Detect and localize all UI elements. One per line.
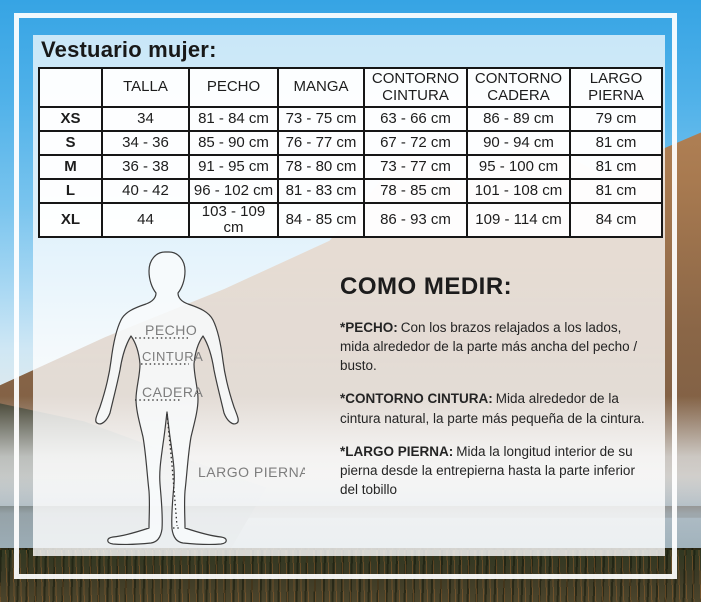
table-cell: 73 - 77 cm — [363, 154, 468, 180]
table-row-xl: XL 44 103 - 109 cm 84 - 85 cm 86 - 93 cm… — [38, 201, 663, 239]
measure-item-text: Mida la longitud interior de su pierna d… — [340, 443, 635, 498]
header-manga: MANGA — [277, 67, 365, 108]
size-label-cell: L — [38, 178, 103, 204]
inseam-dotted-line — [166, 413, 181, 529]
table-cell: 34 — [101, 106, 190, 132]
table-cell: 95 - 100 cm — [466, 154, 571, 180]
table-cell: 81 cm — [569, 154, 663, 180]
measure-item-text: Con los brazos relajados a los lados, mi… — [340, 320, 638, 374]
section-heading: COMO MEDIR: — [340, 273, 513, 300]
measure-item-pecho: *PECHO: Con los brazos relajados a los la… — [340, 318, 652, 375]
leg-length-label: LARGO PIERNA — [198, 464, 305, 480]
table-cell: 79 cm — [569, 106, 663, 132]
table-cell: 90 - 94 cm — [466, 130, 571, 156]
table-cell: 76 - 77 cm — [277, 130, 365, 156]
how-to-measure-section: COMO MEDIR: *PECHO: Con los brazos relaja… — [340, 273, 652, 513]
body-measurement-diagram: PECHO CINTURA CADERA LARGO PIERNA — [95, 251, 305, 546]
table-cell: 84 cm — [569, 201, 663, 239]
measure-item-label: *PECHO: — [340, 320, 398, 335]
header-pecho: PECHO — [188, 67, 279, 108]
table-cell: 101 - 108 cm — [466, 178, 571, 204]
table-cell: 78 - 85 cm — [363, 178, 468, 204]
table-cell: 103 - 109 cm — [188, 201, 279, 239]
measure-item-contorno-cintura: *CONTORNO CINTURA: Mida alrededor de la c… — [340, 389, 652, 427]
measure-item-text: Mida alrededor de la cintura natural, la… — [340, 391, 645, 426]
table-cell: 85 - 90 cm — [188, 130, 279, 156]
chest-label: PECHO — [145, 322, 197, 338]
table-cell: 34 - 36 — [101, 130, 190, 156]
body-outline — [95, 251, 239, 546]
table-row-s: S 34 - 36 85 - 90 cm 76 - 77 cm 67 - 72 … — [38, 130, 663, 156]
table-cell: 67 - 72 cm — [363, 130, 468, 156]
size-label-cell: S — [38, 130, 103, 156]
measure-item-largo-pierna: *LARGO PIERNA: Mida la longitud interior … — [340, 442, 652, 499]
size-table: TALLA PECHO MANGA CONTORNO CINTURA CONTO… — [38, 67, 663, 239]
size-label-cell: XL — [38, 201, 103, 239]
header-largo-pierna: LARGO PIERNA — [569, 67, 663, 108]
table-cell: 81 - 84 cm — [188, 106, 279, 132]
size-label-cell: XS — [38, 106, 103, 132]
header-contorno-cintura: CONTORNO CINTURA — [363, 67, 468, 108]
table-cell: 63 - 66 cm — [363, 106, 468, 132]
size-table-header-row: TALLA PECHO MANGA CONTORNO CINTURA CONTO… — [38, 67, 663, 108]
hip-label: CADERA — [142, 384, 204, 400]
header-contorno-cadera: CONTORNO CADERA — [466, 67, 571, 108]
table-cell: 81 cm — [569, 178, 663, 204]
table-cell: 81 cm — [569, 130, 663, 156]
header-corner-cell — [38, 67, 103, 108]
measure-item-label: *LARGO PIERNA: — [340, 443, 454, 459]
table-cell: 81 - 83 cm — [277, 178, 365, 204]
table-cell: 36 - 38 — [101, 154, 190, 180]
table-cell: 109 - 114 cm — [466, 201, 571, 239]
table-cell: 86 - 89 cm — [466, 106, 571, 132]
table-cell: 40 - 42 — [101, 178, 190, 204]
table-cell: 91 - 95 cm — [188, 154, 279, 180]
table-row-m: M 36 - 38 91 - 95 cm 78 - 80 cm 73 - 77 … — [38, 154, 663, 180]
size-label-cell: M — [38, 154, 103, 180]
page-title: Vestuario mujer: — [41, 37, 217, 62]
table-row-xs: XS 34 81 - 84 cm 73 - 75 cm 63 - 66 cm 8… — [38, 106, 663, 132]
table-cell: 73 - 75 cm — [277, 106, 365, 132]
table-cell: 96 - 102 cm — [188, 178, 279, 204]
photo-frame-border — [14, 13, 677, 579]
table-cell: 84 - 85 cm — [277, 201, 365, 239]
table-cell: 44 — [101, 201, 190, 239]
table-row-l: L 40 - 42 96 - 102 cm 81 - 83 cm 78 - 85… — [38, 178, 663, 204]
table-cell: 86 - 93 cm — [363, 201, 468, 239]
measure-item-label: *CONTORNO CINTURA: — [340, 391, 493, 407]
table-cell: 78 - 80 cm — [277, 154, 365, 180]
waist-label: CINTURA — [142, 349, 203, 364]
header-talla: TALLA — [101, 67, 190, 108]
